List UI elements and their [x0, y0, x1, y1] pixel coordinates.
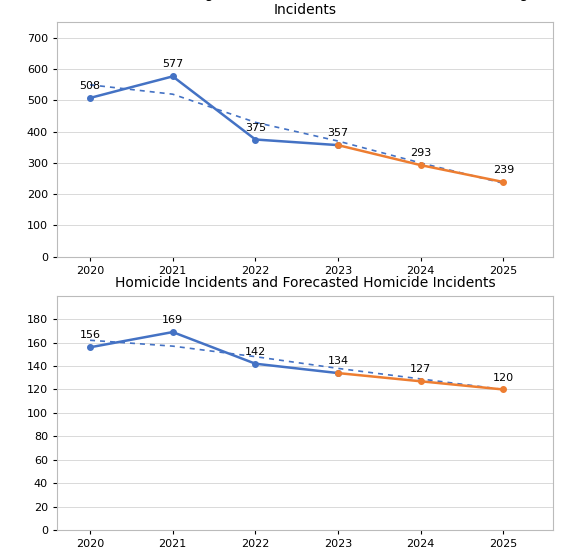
Values: [252, 136, 259, 143]
Text: 577: 577: [162, 60, 184, 69]
Forecast: [335, 370, 341, 377]
Linear (Values): [335, 365, 341, 372]
Linear (Values): [252, 353, 259, 360]
Text: 134: 134: [327, 356, 349, 366]
Title: Non-Fatal Shooting Incidents and Forecasted Non-Fatal Shooting
Incidents: Non-Fatal Shooting Incidents and Forecas…: [82, 0, 528, 17]
Values: [87, 344, 93, 350]
Line: Linear (Values): Linear (Values): [90, 85, 503, 183]
Title: Homicide Incidents and Forecasted Homicide Incidents: Homicide Incidents and Forecasted Homici…: [115, 276, 495, 290]
Linear (Values): [417, 160, 424, 166]
Line: Linear (Values): Linear (Values): [90, 340, 503, 389]
Text: 127: 127: [410, 364, 431, 374]
Values: [335, 142, 341, 148]
Line: Forecast: Forecast: [335, 371, 506, 392]
Linear (Values): [500, 180, 507, 186]
Values: [169, 329, 176, 335]
Text: 357: 357: [327, 128, 349, 138]
Text: 120: 120: [492, 373, 514, 383]
Forecast: [417, 162, 424, 169]
Forecast: [417, 378, 424, 384]
Text: 375: 375: [245, 123, 266, 133]
Text: 239: 239: [492, 165, 514, 175]
Line: Values: Values: [87, 74, 341, 148]
Text: 169: 169: [162, 315, 184, 325]
Linear (Values): [252, 119, 259, 126]
Values: [252, 360, 259, 367]
Linear (Values): [87, 81, 93, 88]
Forecast: [335, 142, 341, 148]
Values: [87, 95, 93, 102]
Line: Values: Values: [87, 329, 341, 376]
Text: 142: 142: [245, 347, 266, 357]
Values: [169, 73, 176, 80]
Forecast: [500, 179, 507, 185]
Text: 293: 293: [410, 148, 431, 158]
Linear (Values): [417, 376, 424, 382]
Text: 508: 508: [79, 81, 101, 91]
Linear (Values): [335, 138, 341, 145]
Line: Forecast: Forecast: [335, 142, 506, 185]
Linear (Values): [87, 337, 93, 344]
Linear (Values): [500, 386, 507, 393]
Linear (Values): [169, 91, 176, 98]
Forecast: [500, 386, 507, 393]
Linear (Values): [169, 343, 176, 349]
Values: [335, 370, 341, 377]
Text: 156: 156: [80, 330, 100, 340]
Legend: Values, Forecast, Linear (Values): Values, Forecast, Linear (Values): [153, 298, 457, 317]
